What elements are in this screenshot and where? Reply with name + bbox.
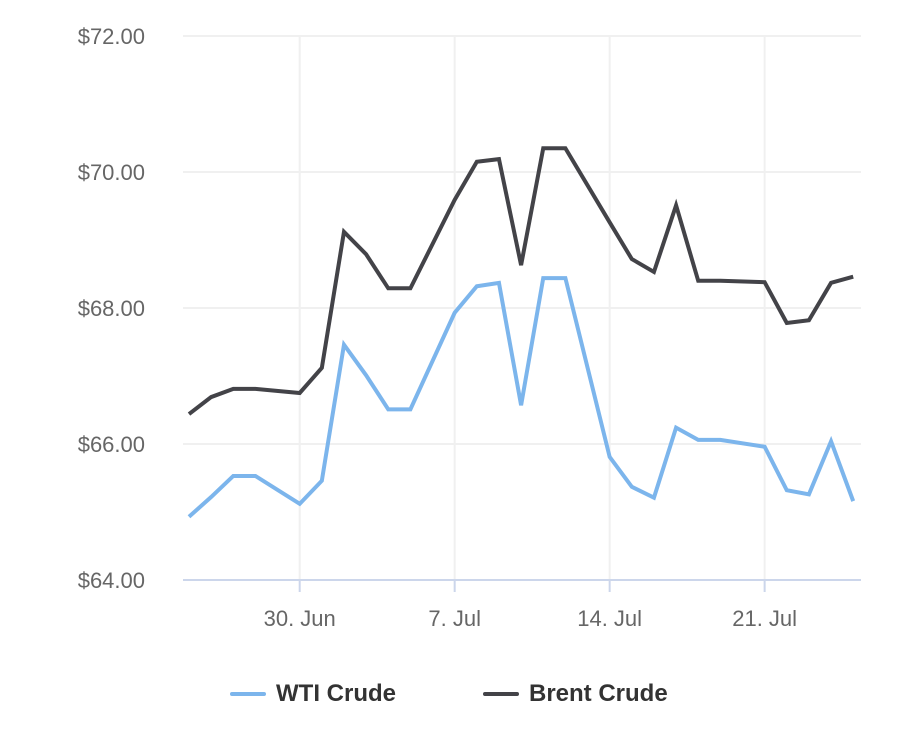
- legend-item-brent[interactable]: Brent Crude: [483, 680, 668, 708]
- x-tick-label: 7. Jul: [428, 606, 481, 631]
- x-axis: 30. Jun 7. Jul 14. Jul 21. Jul: [183, 579, 861, 631]
- legend-swatch-brent: [483, 692, 519, 696]
- x-tick-label: 21. Jul: [732, 606, 797, 631]
- legend-label-brent: Brent Crude: [529, 680, 668, 707]
- series-group: [187, 146, 856, 519]
- legend-swatch-wti: [230, 692, 266, 696]
- y-tick-label: $68.00: [78, 296, 145, 321]
- legend-label-wti: WTI Crude: [276, 680, 396, 707]
- series-line-brent[interactable]: [187, 146, 854, 416]
- y-tick-label: $72.00: [78, 24, 145, 49]
- series-line-wti[interactable]: [187, 276, 856, 519]
- y-tick-label: $70.00: [78, 160, 145, 185]
- x-tick-label: 14. Jul: [577, 606, 642, 631]
- y-tick-label: $66.00: [78, 432, 145, 457]
- legend-item-wti[interactable]: WTI Crude: [230, 680, 396, 708]
- grid: [183, 35, 861, 580]
- y-axis: $64.00 $66.00 $68.00 $70.00 $72.00: [78, 24, 145, 593]
- y-tick-label: $64.00: [78, 568, 145, 593]
- x-tick-label: 30. Jun: [264, 606, 336, 631]
